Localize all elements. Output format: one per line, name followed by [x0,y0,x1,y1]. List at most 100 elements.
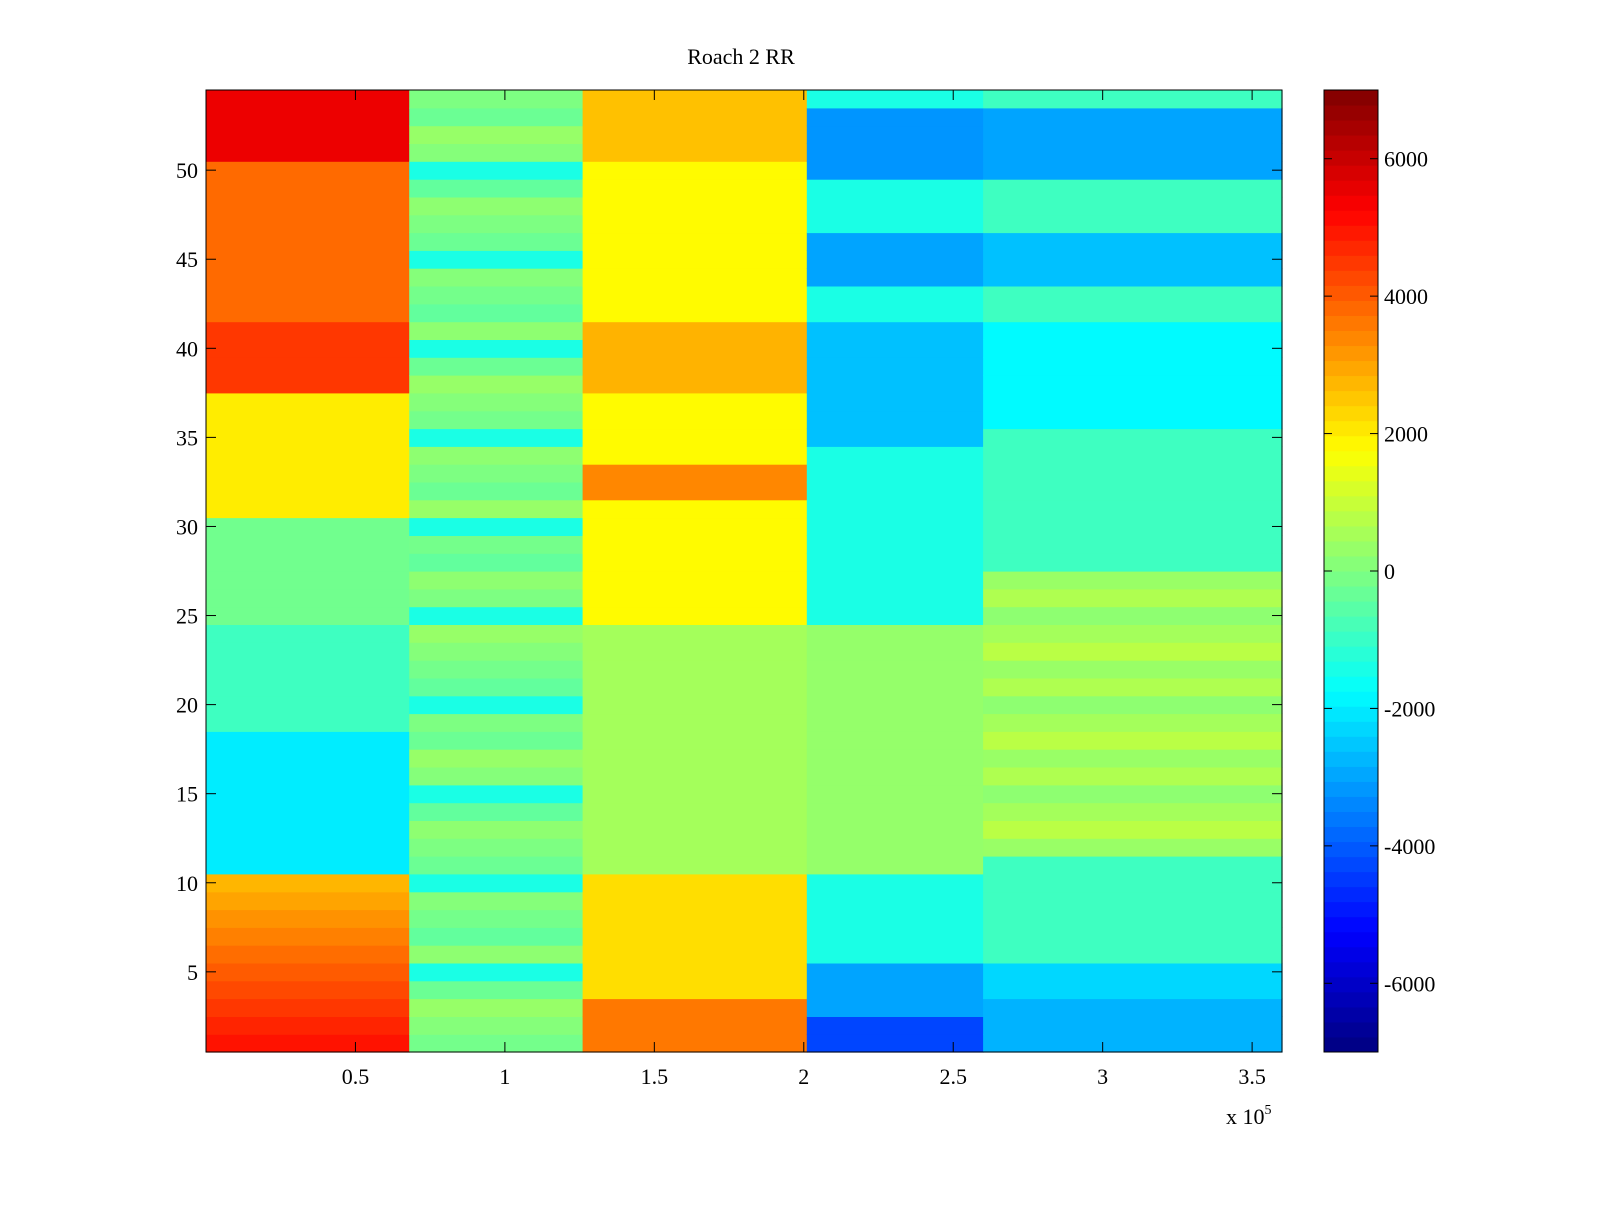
heatmap-cell [206,481,410,501]
colorbar-band [1324,916,1378,933]
heatmap-cell [582,428,808,447]
heatmap-cell [983,856,1283,875]
heatmap-cell [409,357,584,376]
heatmap-cell [806,962,984,982]
heatmap-cell [582,873,808,893]
heatmap-cell [983,196,1283,216]
heatmap-cell [806,268,984,287]
heatmap-cell [806,553,984,572]
heatmap-cell [582,784,808,804]
y-tick-label: 35 [176,425,198,450]
heatmap-cell [409,624,584,643]
heatmap-cell [582,214,808,234]
heatmap-cell [206,731,410,750]
colorbar-band [1324,706,1378,722]
heatmap-cell [206,767,410,786]
heatmap-cell [806,909,984,928]
colorbar-tick-label: 4000 [1384,284,1428,309]
heatmap-cell [806,481,984,501]
heatmap-cell [983,499,1283,519]
colorbar-band [1324,661,1378,677]
heatmap-cell [206,856,410,875]
heatmap-cell [206,196,410,216]
heatmap-cell [409,481,584,501]
heatmap-cell [983,214,1283,234]
heatmap-cell [206,107,410,127]
heatmap-cell [206,535,410,554]
colorbar-band [1324,676,1378,692]
heatmap-cell [582,410,808,430]
heatmap-cell [806,856,984,875]
heatmap-cell [409,927,584,946]
x-tick-label: 1 [499,1064,510,1089]
heatmap-cell [206,642,410,661]
heatmap-cell [206,980,410,1000]
heatmap-cell [409,375,584,394]
heatmap-cell [206,998,410,1017]
heatmap-cell [206,339,410,358]
heatmap-cell [206,1034,410,1053]
heatmap-cell [582,856,808,875]
heatmap-cell [206,553,410,572]
colorbar-band [1324,165,1378,181]
heatmap-cell [806,286,984,305]
heatmap-cell [206,820,410,839]
colorbar-band [1324,646,1378,662]
colorbar-tick-label: -6000 [1384,971,1435,996]
heatmap-cell [582,321,808,340]
heatmap-cell [983,179,1283,198]
colorbar-band [1324,631,1378,647]
colorbar-band [1324,946,1378,963]
heatmap-cell [409,873,584,893]
colorbar-band [1324,135,1378,151]
colorbar-band [1324,180,1378,196]
heatmap-cell [983,143,1283,162]
heatmap-cell [582,731,808,750]
heatmap-cell [806,1016,984,1035]
heatmap-cell [806,588,984,608]
heatmap-cell [983,303,1283,323]
heatmap-cell [409,998,584,1017]
colorbar-tick-label: -2000 [1384,696,1435,721]
y-tick-label: 10 [176,871,198,896]
heatmap-cell [806,196,984,216]
heatmap-cell [582,980,808,1000]
heatmap-cell [806,713,984,732]
colorbar-band [1324,480,1378,497]
heatmap-cell [582,1016,808,1035]
heatmap-cell [409,553,584,572]
heatmap-cell [983,357,1283,376]
heatmap-cell [409,446,584,465]
heatmap-cell [806,250,984,269]
colorbar-band [1324,961,1378,978]
colorbar-band [1324,931,1378,948]
heatmap-cell [806,214,984,234]
colorbar-tick-label: -4000 [1384,834,1435,859]
heatmap-cell [582,517,808,536]
heatmap-cell [983,428,1283,447]
heatmap-cell [983,107,1283,127]
heatmap-cell [582,392,808,412]
heatmap-cell [806,410,984,430]
heatmap-cell [409,339,584,358]
colorbar-band [1324,525,1378,542]
colorbar-band [1324,856,1378,873]
colorbar-band [1324,811,1378,828]
heatmap-cell [409,820,584,839]
heatmap-cell [409,660,584,679]
heatmap-cell [983,962,1283,982]
heatmap-cell [806,90,984,109]
colorbar-band [1324,375,1378,392]
colorbar-band [1324,225,1378,241]
heatmap-cell [206,446,410,465]
heatmap-cell [582,802,808,821]
x-tick-label: 2 [798,1064,809,1089]
heatmap-cell [582,339,808,358]
colorbar-band [1324,435,1378,452]
colorbar-band [1324,465,1378,482]
heatmap-cell [582,535,808,554]
heatmap-cell [983,268,1283,287]
heatmap-cell [582,1034,808,1053]
heatmap-cell [983,286,1283,305]
colorbar-band [1324,751,1378,767]
